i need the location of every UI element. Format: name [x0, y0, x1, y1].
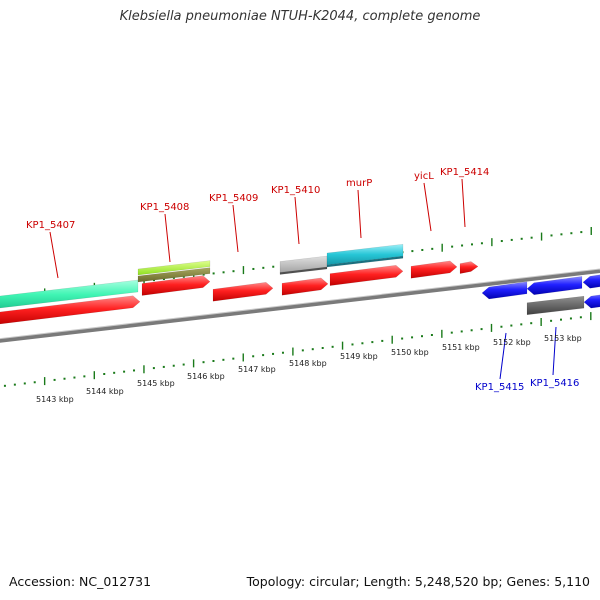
feature-dark-grey [526, 295, 585, 316]
scale-label: 5148 kbp [289, 359, 327, 368]
cds-forward [0, 295, 141, 325]
cds-forward [329, 264, 404, 286]
gene-labels: KP1_5407 KP1_5408 KP1_5409 KP1_5410 murP… [26, 167, 579, 393]
scale-label: 5147 kbp [238, 365, 276, 374]
cds-forward [459, 261, 479, 274]
scale-label: 5151 kbp [442, 343, 480, 352]
gene-label-kp1-5410[interactable]: KP1_5410 [271, 185, 320, 196]
gene-label-kp1-5408[interactable]: KP1_5408 [140, 202, 189, 213]
scale-label: 5145 kbp [137, 379, 175, 388]
feature-cyan-edge [326, 255, 404, 268]
leader-line [423, 182, 432, 232]
scale-labels: 5143 kbp 5144 kbp 5145 kbp 5146 kbp 5147… [36, 334, 582, 404]
gene-label-kp1-5409[interactable]: KP1_5409 [209, 193, 258, 204]
gene-label-kp1-5416[interactable]: KP1_5416 [530, 378, 579, 389]
feature-olive [137, 267, 211, 283]
leader-line [499, 332, 507, 380]
cds-reverse [582, 274, 600, 289]
scale-label: 5144 kbp [86, 387, 124, 396]
cds-forward [281, 277, 329, 296]
gene-label-kp1-5414[interactable]: KP1_5414 [440, 167, 489, 178]
gene-label-kp1-5415[interactable]: KP1_5415 [475, 382, 524, 393]
feature-grey-edge [279, 266, 328, 275]
leader-line [294, 196, 300, 245]
map-title: Klebsiella pneumoniae NTUH-K2044, comple… [119, 9, 481, 24]
feature-teal [0, 279, 139, 309]
leader-line [164, 213, 171, 263]
leader-line [357, 189, 362, 239]
leader-line [49, 231, 59, 279]
scale-label: 5149 kbp [340, 352, 378, 361]
cds-reverse [481, 281, 528, 300]
genome-summary-text: Topology: circular; Length: 5,248,520 bp… [246, 574, 590, 589]
cds-forward [212, 282, 274, 302]
feature-lime [137, 260, 211, 276]
gene-label-kp1-5407[interactable]: KP1_5407 [26, 220, 75, 231]
cds-reverse [583, 294, 600, 309]
leader-line [461, 178, 466, 228]
accession-text: Accession: NC_012731 [9, 574, 152, 589]
cds-forward [410, 260, 458, 279]
cds-forward [141, 275, 211, 296]
leader-line [552, 326, 557, 376]
gene-label-yicl[interactable]: yicL [414, 171, 434, 182]
scale-label: 5146 kbp [187, 372, 225, 381]
genome-backbone [0, 269, 600, 343]
feature-tracks [0, 243, 600, 325]
label-leaders [49, 178, 557, 380]
gene-label-murp[interactable]: murP [346, 178, 372, 189]
leader-line [232, 204, 239, 253]
inner-tick-ruler [3, 312, 592, 387]
scale-label: 5150 kbp [391, 348, 429, 357]
cds-reverse [526, 276, 583, 296]
scale-label: 5143 kbp [36, 395, 74, 404]
scale-label: 5152 kbp [493, 338, 531, 347]
scale-label: 5153 kbp [544, 334, 582, 343]
